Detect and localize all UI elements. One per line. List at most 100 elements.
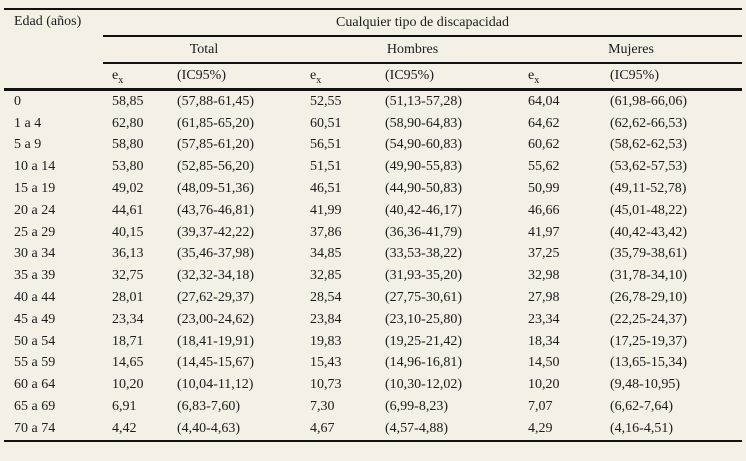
mujeres-ci-cell: (26,78-29,10) <box>610 290 687 306</box>
ci-header-total: (IC95%) <box>177 63 305 91</box>
total-ex-cell: 44,61 <box>112 202 144 218</box>
age-cell: 60 a 64 <box>14 377 56 393</box>
total-ex-cell: 62,80 <box>112 115 144 131</box>
total-ex-cell: 58,85 <box>112 93 144 109</box>
mujeres-ci-cell: (40,42-43,42) <box>610 224 687 240</box>
hombres-ci-cell: (4,57-4,88) <box>385 420 448 436</box>
total-ex-cell: 36,13 <box>112 246 144 262</box>
group-header-total: Total <box>103 36 305 64</box>
table-row: 15 a 19 49,02 (48,09-51,36) 46,51 (44,90… <box>4 178 742 200</box>
hombres-ex-cell: 41,99 <box>310 202 342 218</box>
table-header: Edad (años) Cualquier tipo de discapacid… <box>4 9 743 91</box>
hombres-ex-cell: 23,84 <box>310 311 342 327</box>
hombres-ex-cell: 60,51 <box>310 115 342 131</box>
total-ex-cell: 4,42 <box>112 420 137 436</box>
total-ci-cell: (52,85-56,20) <box>177 159 254 175</box>
age-cell: 10 a 14 <box>14 159 56 175</box>
table-row: 70 a 74 4,42 (4,40-4,63) 4,67 (4,57-4,88… <box>4 418 742 441</box>
ci-header-hombres: (IC95%) <box>385 63 520 91</box>
total-ci-cell: (32,32-34,18) <box>177 268 254 284</box>
total-ci-cell: (4,40-4,63) <box>177 420 240 436</box>
metric-header-row: ex (IC95%) ex (IC95%) ex (IC95%) <box>4 63 743 91</box>
total-ex-cell: 10,20 <box>112 377 144 393</box>
age-cell: 15 a 19 <box>14 181 56 197</box>
age-cell: 65 a 69 <box>14 399 56 415</box>
hombres-ex-cell: 19,83 <box>310 333 342 349</box>
total-ci-cell: (10,04-11,12) <box>177 377 254 393</box>
ci-header-mujeres: (IC95%) <box>608 63 743 91</box>
mujeres-ci-cell: (31,78-34,10) <box>610 268 687 284</box>
total-ci-cell: (43,76-46,81) <box>177 202 254 218</box>
mujeres-ex-cell: 37,25 <box>528 246 560 262</box>
total-ci-cell: (6,83-7,60) <box>177 399 240 415</box>
hombres-ci-cell: (14,96-16,81) <box>385 355 462 371</box>
mujeres-ci-cell: (58,62-62,53) <box>610 137 687 153</box>
mujeres-ci-cell: (45,01-48,22) <box>610 202 687 218</box>
age-cell: 30 a 34 <box>14 246 56 262</box>
total-ex-cell: 14,65 <box>112 355 144 371</box>
ex-subscript: x <box>118 74 124 86</box>
group-header-row: Total Hombres Mujeres <box>4 36 743 64</box>
mujeres-ex-cell: 14,50 <box>528 355 560 371</box>
table-row: 10 a 14 53,80 (52,85-56,20) 51,51 (49,90… <box>4 156 742 178</box>
mujeres-ci-cell: (17,25-19,37) <box>610 333 687 349</box>
mujeres-ex-cell: 7,07 <box>528 399 553 415</box>
hombres-ci-cell: (49,90-55,83) <box>385 159 462 175</box>
hombres-ex-cell: 4,67 <box>310 420 335 436</box>
hombres-ci-cell: (36,36-41,79) <box>385 224 462 240</box>
group-header-hombres: Hombres <box>305 36 520 64</box>
hombres-ci-cell: (33,53-38,22) <box>385 246 462 262</box>
age-cell: 70 a 74 <box>14 420 56 436</box>
table-row: 55 a 59 14,65 (14,45-15,67) 15,43 (14,96… <box>4 353 742 375</box>
total-ci-cell: (57,88-61,45) <box>177 93 254 109</box>
disability-life-expectancy-table: Edad (años) Cualquier tipo de discapacid… <box>4 8 743 442</box>
mujeres-ex-cell: 50,99 <box>528 181 560 197</box>
table-row: 30 a 34 36,13 (35,46-37,98) 34,85 (33,53… <box>4 244 742 266</box>
age-cell: 25 a 29 <box>14 224 56 240</box>
total-ci-cell: (61,85-65,20) <box>177 115 254 131</box>
mujeres-ci-cell: (62,62-66,53) <box>610 115 687 131</box>
age-cell: 40 a 44 <box>14 290 56 306</box>
total-ci-cell: (27,62-29,37) <box>177 290 254 306</box>
hombres-ex-cell: 37,86 <box>310 224 342 240</box>
ex-header-hombres: ex <box>305 63 385 91</box>
mujeres-ci-cell: (9,48-10,95) <box>610 377 680 393</box>
hombres-ci-cell: (51,13-57,28) <box>385 93 462 109</box>
total-ci-cell: (35,46-37,98) <box>177 246 254 262</box>
total-ex-cell: 40,15 <box>112 224 144 240</box>
mujeres-ex-cell: 23,34 <box>528 311 560 327</box>
hombres-ci-cell: (10,30-12,02) <box>385 377 462 393</box>
hombres-ex-cell: 34,85 <box>310 246 342 262</box>
hombres-ci-cell: (19,25-21,42) <box>385 333 462 349</box>
hombres-ex-cell: 32,85 <box>310 268 342 284</box>
hombres-ci-cell: (23,10-25,80) <box>385 311 462 327</box>
ex-subscript: x <box>316 74 322 86</box>
age-cell: 45 a 49 <box>14 311 56 327</box>
hombres-ex-cell: 52,55 <box>310 93 342 109</box>
mujeres-ci-cell: (61,98-66,06) <box>610 93 687 109</box>
mujeres-ex-cell: 18,34 <box>528 333 560 349</box>
total-ex-cell: 32,75 <box>112 268 144 284</box>
table-row: 50 a 54 18,71 (18,41-19,91) 19,83 (19,25… <box>4 331 742 353</box>
table-row: 1 a 4 62,80 (61,85-65,20) 60,51 (58,90-6… <box>4 113 742 135</box>
age-cell: 35 a 39 <box>14 268 56 284</box>
mujeres-ex-cell: 55,62 <box>528 159 560 175</box>
mujeres-ci-cell: (4,16-4,51) <box>610 420 673 436</box>
mujeres-ci-cell: (53,62-57,53) <box>610 159 687 175</box>
group-header-mujeres: Mujeres <box>520 36 743 64</box>
age-cell: 5 a 9 <box>14 137 42 153</box>
age-column-header: Edad (años) <box>4 9 103 91</box>
age-cell: 1 a 4 <box>14 115 42 131</box>
hombres-ci-cell: (44,90-50,83) <box>385 181 462 197</box>
hombres-ex-cell: 28,54 <box>310 290 342 306</box>
hombres-ex-cell: 46,51 <box>310 181 342 197</box>
age-cell: 0 <box>14 93 21 109</box>
total-ex-cell: 58,80 <box>112 137 144 153</box>
ex-subscript: x <box>534 74 540 86</box>
table-body: 0 58,85 (57,88-61,45) 52,55 (51,13-57,28… <box>4 90 742 441</box>
mujeres-ex-cell: 64,62 <box>528 115 560 131</box>
table-row: 5 a 9 58,80 (57,85-61,20) 56,51 (54,90-6… <box>4 135 742 157</box>
mujeres-ex-cell: 46,66 <box>528 202 560 218</box>
hombres-ci-cell: (58,90-64,83) <box>385 115 462 131</box>
total-ci-cell: (39,37-42,22) <box>177 224 254 240</box>
